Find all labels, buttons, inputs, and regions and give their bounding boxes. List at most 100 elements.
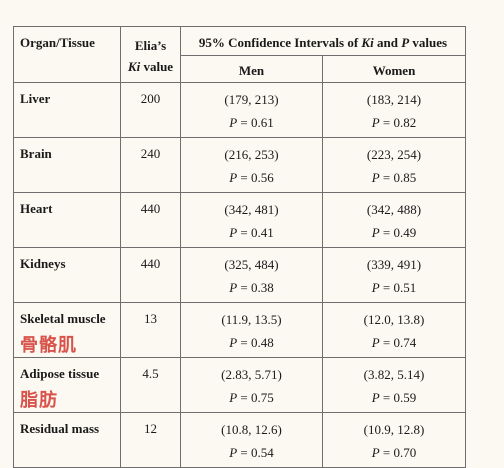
- men-p-value: P = 0.56: [181, 169, 322, 192]
- women-ci-cell: (183, 214) P = 0.82: [322, 82, 466, 138]
- p-label: P: [371, 280, 380, 295]
- header-ki-line1: Elia’s: [134, 38, 167, 53]
- women-ci-cell: (10.9, 12.8) P = 0.70: [322, 412, 466, 468]
- men-ci-cell: (179, 213) P = 0.61: [180, 82, 323, 138]
- men-p-value: P = 0.41: [181, 224, 322, 247]
- women-interval: (12.0, 13.8): [363, 312, 425, 327]
- women-ci-cell: (339, 491) P = 0.51: [322, 247, 466, 303]
- table-row: Adipose tissue 脂肪 4.5 (2.83, 5.71) P = 0…: [13, 357, 466, 413]
- men-ci-cell: (2.83, 5.71) P = 0.75: [180, 357, 323, 413]
- table-row: Skeletal muscle 骨骼肌 13 (11.9, 13.5) P = …: [13, 302, 466, 358]
- table-row: Kidneys 440 (325, 484) P = 0.38 (339, 49…: [13, 247, 466, 303]
- women-interval: (183, 214): [366, 92, 422, 107]
- women-interval: (339, 491): [366, 257, 422, 272]
- men-interval: (10.8, 12.6): [221, 422, 282, 437]
- organ-name: Residual mass: [20, 421, 100, 436]
- women-p-number: = 0.70: [379, 445, 417, 460]
- men-p-number: = 0.56: [237, 170, 274, 185]
- confidence-interval-table: Organ/Tissue Elia’s Ki value 95% Confide…: [13, 26, 466, 468]
- organ-cell: Adipose tissue 脂肪: [13, 357, 121, 413]
- header-ci-ki: Ki: [361, 35, 374, 50]
- p-label: P: [229, 170, 238, 185]
- men-p-number: = 0.41: [237, 225, 274, 240]
- women-interval: (223, 254): [366, 147, 422, 162]
- ki-value-cell: 440: [120, 192, 181, 248]
- women-p-number: = 0.85: [379, 170, 417, 185]
- header-men: Men: [180, 55, 323, 83]
- header-women: Women: [322, 55, 466, 83]
- p-label: P: [229, 280, 238, 295]
- organ-name: Liver: [20, 91, 51, 106]
- men-p-value: P = 0.48: [181, 334, 322, 357]
- organ-chinese-note: 骨骼肌: [20, 335, 77, 356]
- women-p-number: = 0.49: [379, 225, 417, 240]
- women-p-value: P = 0.49: [323, 224, 465, 247]
- women-p-value: P = 0.82: [323, 114, 465, 137]
- men-p-number: = 0.38: [237, 280, 274, 295]
- men-p-value: P = 0.61: [181, 114, 322, 137]
- women-p-value: P = 0.59: [323, 389, 465, 412]
- ki-value-cell: 13: [120, 302, 181, 358]
- organ-cell: Heart: [13, 192, 121, 248]
- men-interval: (179, 213): [224, 92, 279, 107]
- p-label: P: [371, 115, 380, 130]
- table-row: Heart 440 (342, 481) P = 0.41 (342, 488)…: [13, 192, 466, 248]
- women-ci-cell: (223, 254) P = 0.85: [322, 137, 466, 193]
- p-label: P: [371, 335, 380, 350]
- women-p-value: P = 0.74: [323, 334, 465, 357]
- p-label: P: [229, 390, 238, 405]
- p-label: P: [371, 445, 380, 460]
- women-p-number: = 0.59: [379, 390, 417, 405]
- women-interval: (342, 488): [366, 202, 422, 217]
- ki-value-cell: 240: [120, 137, 181, 193]
- ki-value-cell: 440: [120, 247, 181, 303]
- p-label: P: [229, 115, 238, 130]
- organ-name: Skeletal muscle: [20, 311, 106, 326]
- organ-chinese-note: 脂肪: [20, 390, 58, 411]
- women-p-number: = 0.74: [379, 335, 417, 350]
- women-p-value: P = 0.85: [323, 169, 465, 192]
- ki-value-cell: 200: [120, 82, 181, 138]
- men-ci-cell: (342, 481) P = 0.41: [180, 192, 323, 248]
- men-ci-cell: (11.9, 13.5) P = 0.48: [180, 302, 323, 358]
- header-confidence-intervals: 95% Confidence Intervals of Ki and P val…: [180, 26, 466, 56]
- women-ci-cell: (12.0, 13.8) P = 0.74: [322, 302, 466, 358]
- men-p-number: = 0.75: [237, 390, 274, 405]
- women-p-number: = 0.51: [379, 280, 417, 295]
- men-p-number: = 0.61: [237, 115, 274, 130]
- women-p-value: P = 0.51: [323, 279, 465, 302]
- table-row: Liver 200 (179, 213) P = 0.61 (183, 214)…: [13, 82, 466, 138]
- organ-name: Kidneys: [20, 256, 66, 271]
- men-p-value: P = 0.75: [181, 389, 322, 412]
- table-body: Liver 200 (179, 213) P = 0.61 (183, 214)…: [13, 82, 466, 468]
- men-ci-cell: (216, 253) P = 0.56: [180, 137, 323, 193]
- women-ci-cell: (3.82, 5.14) P = 0.59: [322, 357, 466, 413]
- women-interval: (3.82, 5.14): [363, 367, 425, 382]
- organ-name: Brain: [20, 146, 52, 161]
- men-p-value: P = 0.38: [181, 279, 322, 302]
- women-p-number: = 0.82: [379, 115, 417, 130]
- men-interval: (342, 481): [224, 202, 279, 217]
- men-p-number: = 0.54: [237, 445, 274, 460]
- table-container: Organ/Tissue Elia’s Ki value 95% Confide…: [13, 26, 466, 468]
- organ-cell: Residual mass: [13, 412, 121, 468]
- men-p-number: = 0.48: [237, 335, 274, 350]
- p-label: P: [229, 225, 238, 240]
- header-ki-rest: value: [140, 59, 174, 74]
- header-ci-and: and: [373, 35, 402, 50]
- organ-cell: Kidneys: [13, 247, 121, 303]
- organ-cell: Brain: [13, 137, 121, 193]
- table-row: Brain 240 (216, 253) P = 0.56 (223, 254)…: [13, 137, 466, 193]
- women-interval: (10.9, 12.8): [363, 422, 425, 437]
- header-ki-value: Elia’s Ki value: [120, 26, 181, 83]
- men-interval: (11.9, 13.5): [221, 312, 282, 327]
- organ-name: Adipose tissue: [20, 366, 100, 381]
- organ-cell: Liver: [13, 82, 121, 138]
- p-label: P: [229, 445, 238, 460]
- p-label: P: [229, 335, 238, 350]
- header-ci-p: P: [401, 35, 410, 50]
- header-ci-suffix: values: [409, 35, 448, 50]
- p-label: P: [371, 225, 380, 240]
- men-ci-cell: (325, 484) P = 0.38: [180, 247, 323, 303]
- p-label: P: [371, 170, 380, 185]
